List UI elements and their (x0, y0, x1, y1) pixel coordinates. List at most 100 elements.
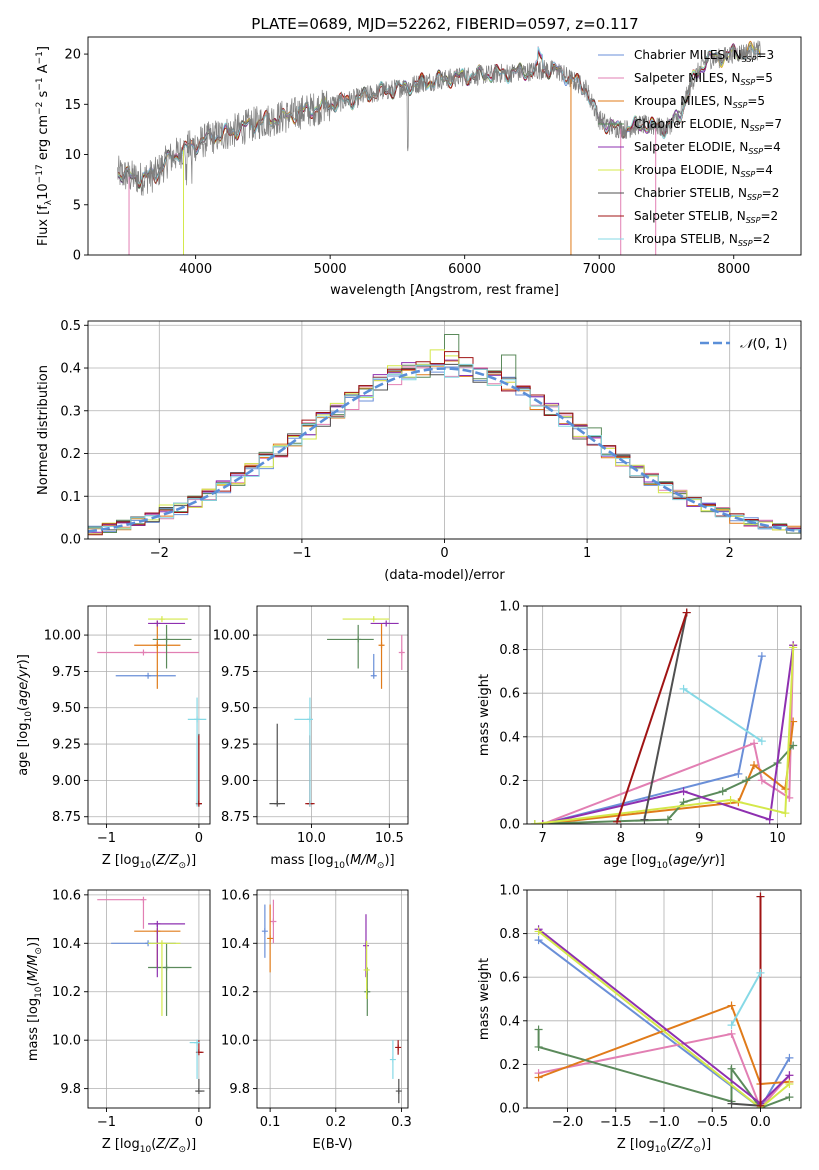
y-tick-label: 10.2 (52, 985, 81, 1000)
legend-name: Salpeter MILES, N (634, 71, 741, 85)
axis-label-part: M/M (26, 955, 41, 982)
weight-marker (534, 1042, 543, 1051)
legend-count: =5 (747, 94, 765, 108)
axis-label-part: )] (701, 1137, 711, 1152)
x-tick-label: 0.3 (391, 1115, 412, 1130)
y-tick-label: 8.75 (52, 810, 81, 825)
weight-marker (756, 1101, 765, 1108)
y-axis-label: mass [log10(M/M⊙)] (26, 937, 44, 1061)
weight-marker (785, 1053, 794, 1062)
y-tick-label: 10.4 (221, 937, 250, 952)
legend-entry: Salpeter ELODIE, NSSP=4 (634, 140, 781, 156)
figure-title: PLATE=0689, MJD=52262, FIBERID=0597, z=0… (251, 15, 638, 33)
axis-label-part: )] (26, 937, 41, 947)
weight-marker (785, 1093, 794, 1102)
x-axis-label: Z [log10(Z/Z⊙)] (617, 1137, 711, 1155)
axis-label-part: ⊙ (178, 1145, 186, 1155)
weight-marker (727, 1029, 736, 1038)
data-point-marker (195, 1088, 202, 1095)
y-tick-label: 9.75 (221, 665, 250, 680)
plot-area (117, 40, 761, 255)
weight-marker (785, 1080, 794, 1089)
legend-name: Kroupa MILES, N (634, 94, 733, 108)
data-point-marker (154, 642, 161, 649)
axis-label-part: 10 (140, 1145, 152, 1155)
data-point-marker (395, 1044, 402, 1051)
weight-marker (682, 608, 691, 617)
x-tick-label: −1 (97, 831, 116, 846)
spectrum-plot: 4000 5000 6000 7000 8000 0 5 10 15 20 wavelength [… (35, 36, 802, 298)
weight-line (730, 972, 762, 1026)
y-tick-label: 10.00 (213, 629, 250, 644)
axis-label-part: Z/Z (155, 853, 179, 868)
x-tick-label: 8 (617, 831, 625, 846)
residuals-histogram: −2 −1 0 1 2 0.0 0.1 0.2 0.3 0.4 0.5 (data-model)/er… (36, 319, 802, 583)
weight-marker (750, 761, 759, 770)
plot-area (534, 892, 794, 1108)
axis-label-part: Z [log (102, 853, 140, 868)
weight-line (538, 1032, 791, 1108)
axis-label-part: ⊙ (178, 861, 186, 871)
legend-name: Kroupa STELIB, N (634, 232, 738, 246)
weight-marker (756, 892, 765, 901)
weight-marker (530, 820, 539, 824)
y-tick-label: 1.0 (499, 600, 520, 615)
x-axis-label: Z [log10(Z/Z⊙)] (102, 853, 196, 871)
weight-marker (663, 815, 672, 824)
axis-label-part: ( (666, 1137, 671, 1152)
data-point-marker (362, 942, 369, 949)
data-point-marker (395, 1088, 402, 1095)
x-tick-label: −1 (292, 546, 311, 561)
axes-frame (87, 36, 802, 256)
axis-label-part: ( (345, 853, 350, 868)
weight-marker (534, 936, 543, 945)
legend-subscript: SSP (746, 216, 761, 225)
legend-subscript: SSP (733, 101, 748, 110)
plot-area (269, 616, 405, 807)
x-tick-label: −0.5 (696, 1115, 728, 1130)
data-point-marker (370, 672, 377, 679)
observed-spectrum-line (117, 40, 761, 196)
y-tick-label: 10.0 (221, 1034, 250, 1049)
weight-line (538, 1004, 790, 1086)
axis-label-part: ( (16, 706, 31, 711)
data-point-marker (355, 636, 362, 643)
legend-subscript: SSP (748, 147, 763, 156)
axis-label-part: −1 (35, 51, 45, 64)
weight-marker (756, 968, 765, 977)
mass-vs-metallicity-plot: −1 09.810.010.210.410.6Z [log10(Z/Z⊙)]mas… (26, 888, 211, 1155)
weight-vs-metallicity-plot: −2.0 −1.5 −1.0 −0.5 0.0 0.0 0.2 0.4 0.6 0.8 1.0 mas… (477, 884, 802, 1155)
weight-line (542, 645, 795, 824)
weight-marker (640, 815, 649, 824)
x-tick-label: −2.0 (552, 1115, 584, 1130)
axes-frame (87, 889, 211, 1109)
axis-label-part: )] (16, 654, 31, 664)
weight-marker (727, 1021, 736, 1030)
y-tick-label: 20 (64, 48, 81, 63)
weight-marker (534, 1025, 543, 1034)
data-point-marker (270, 918, 277, 925)
weight-marker (757, 652, 766, 661)
legend-count: =5 (755, 71, 773, 85)
x-tick-label: 0.2 (325, 1115, 346, 1130)
data-point-marker (383, 620, 390, 627)
y-tick-label: 9.50 (52, 701, 81, 716)
legend-count: =3 (756, 48, 774, 62)
axis-label-part: mass weight (477, 674, 492, 756)
legend-count: =4 (755, 163, 773, 177)
axis-label-part: M/M (350, 853, 377, 868)
x-tick-label: 8000 (717, 262, 750, 277)
weight-marker (757, 776, 766, 785)
axis-label-part: s (36, 90, 51, 101)
x-axis-label: E(B-V) (312, 1137, 352, 1152)
legend-name: Chabrier STELIB, N (634, 186, 747, 200)
legend-count: =2 (762, 186, 780, 200)
y-tick-label: 10.00 (44, 629, 81, 644)
axis-label-part: −2 (35, 102, 45, 115)
y-tick-label: 0.2 (60, 447, 81, 462)
x-tick-label: −1 (97, 1115, 116, 1130)
axis-label-part: age [log (16, 723, 31, 776)
legend-entry: 𝒩(0, 1) (740, 337, 787, 352)
